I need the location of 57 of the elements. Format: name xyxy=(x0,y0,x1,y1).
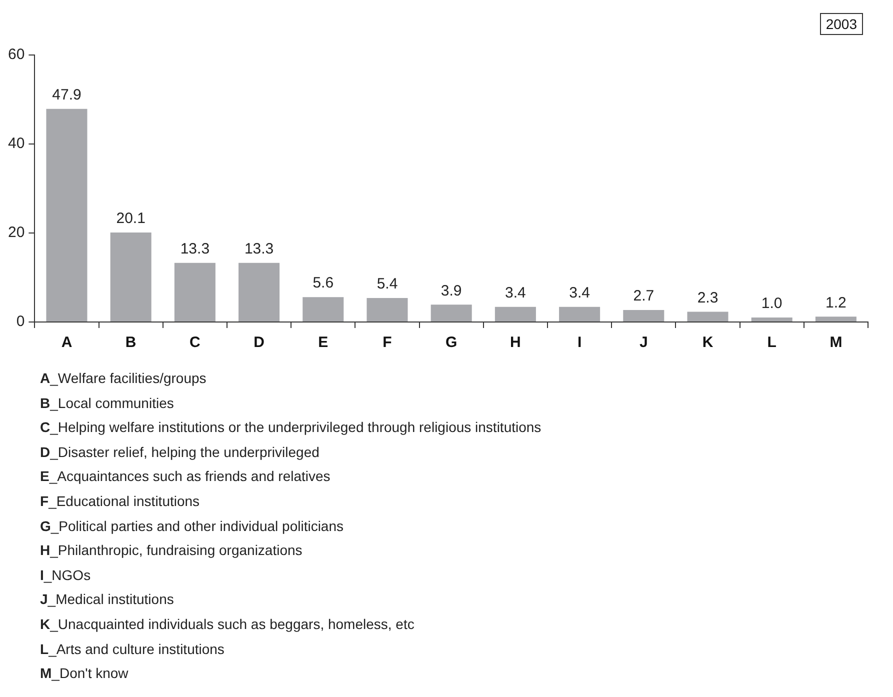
text: E_Acquaintances such as friends and relatives xyxy=(40,468,330,484)
bar xyxy=(430,304,472,322)
y-tick-label: 60 xyxy=(8,46,25,64)
text: H_Philanthropic, fundraising organizations xyxy=(40,542,302,558)
x-tick-label: G xyxy=(446,334,458,352)
bar xyxy=(46,108,88,322)
text: J_Medical institutions xyxy=(40,591,174,608)
bar xyxy=(559,306,600,322)
text: K_Unacquainted individuals such as beggars, homeless, etc xyxy=(40,616,414,632)
x-tick-label: L xyxy=(767,334,776,352)
chart-title: 2003 xyxy=(820,13,863,35)
bar xyxy=(366,298,408,322)
y-tick-label: 40 xyxy=(8,135,25,152)
data-label: 1.2 xyxy=(826,294,846,312)
text: I_NGOs xyxy=(40,566,91,583)
bar xyxy=(687,312,728,322)
x-tick-label: A xyxy=(61,334,72,352)
x-tick-label: D xyxy=(254,334,265,352)
data-label: 13.3 xyxy=(244,240,274,258)
bar xyxy=(751,318,792,322)
text: A_Welfare facilities/groups xyxy=(40,370,206,386)
x-tick-label: M xyxy=(830,334,842,352)
y-tick-label: 20 xyxy=(8,224,25,242)
x-tick-label: H xyxy=(510,334,521,352)
bar xyxy=(110,232,152,322)
data-label: 3.4 xyxy=(505,284,526,302)
x-tick-label: B xyxy=(125,334,136,352)
data-label: 2.7 xyxy=(633,288,654,305)
bar xyxy=(174,262,216,322)
text: G_Political parties and other individual politicians xyxy=(40,518,344,534)
data-label: 3.4 xyxy=(569,284,590,302)
x-tick-label: F xyxy=(382,334,392,352)
bar xyxy=(238,262,280,322)
x-tick-label: C xyxy=(190,334,201,352)
y-tick-label: 0 xyxy=(16,313,25,330)
text: C_Helping welfare institutions or the underprivileged through religious institutions xyxy=(40,419,542,436)
data-label: 2.3 xyxy=(697,289,718,306)
data-label: 13.3 xyxy=(180,240,210,258)
x-tick-label: E xyxy=(318,334,328,352)
bar xyxy=(815,316,856,322)
data-label: 3.9 xyxy=(440,282,462,300)
x-tick-label: J xyxy=(639,334,648,352)
data-label: 1.0 xyxy=(761,295,782,312)
x-tick-label: K xyxy=(702,334,714,352)
data-label: 20.1 xyxy=(116,210,146,228)
x-tick-label: I xyxy=(577,334,582,352)
data-label: 5.4 xyxy=(376,276,398,293)
bar xyxy=(623,310,664,322)
data-label: 47.9 xyxy=(52,86,82,104)
text: B_Local communities xyxy=(40,394,174,411)
text: F_Educational institutions xyxy=(40,492,200,509)
text: M_Don't know xyxy=(40,665,128,682)
bar xyxy=(494,306,536,322)
bar xyxy=(302,297,344,322)
data-label: 5.6 xyxy=(312,274,334,292)
text: L_Arts and culture institutions xyxy=(40,640,224,657)
text: D_Disaster relief, helping the underprivileged xyxy=(40,444,320,460)
